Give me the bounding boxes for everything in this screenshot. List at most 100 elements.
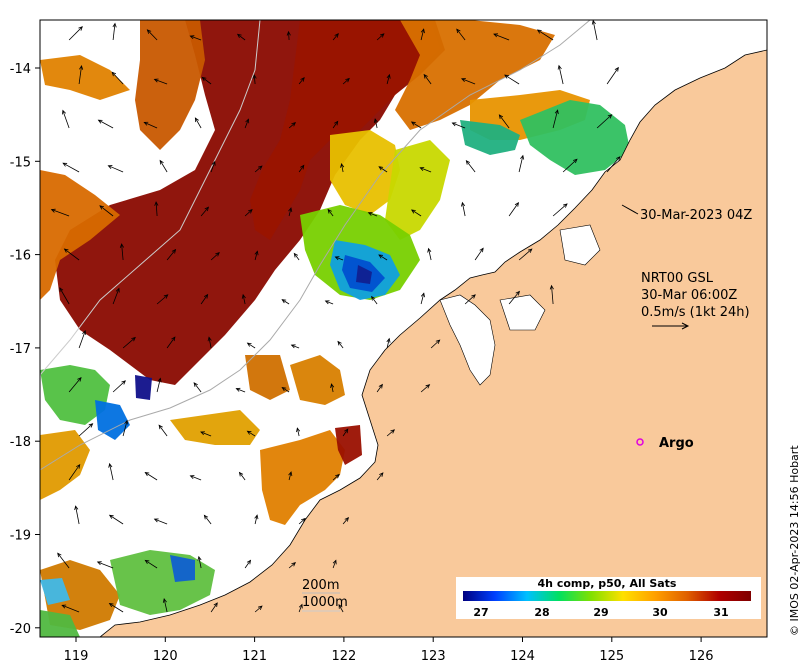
colorbar-label: 27 [473, 606, 488, 619]
current-arrow-head [88, 423, 94, 428]
current-arrow-head [291, 562, 296, 567]
current-scale-label: 0.5m/s (1kt 24h) [641, 305, 750, 320]
current-arrow-head [144, 472, 150, 477]
current-arrow-icon [461, 202, 466, 217]
current-arrow-head [201, 76, 207, 82]
sst-patch [95, 400, 130, 440]
sst-patch [40, 55, 130, 100]
longitude-axis: 119 120 121 122 123 124 125 126 [64, 637, 714, 664]
current-arrow-icon [244, 119, 249, 129]
lon-tick-label: 126 [689, 649, 714, 664]
current-arrow-icon [122, 337, 136, 349]
current-arrow-icon [466, 160, 476, 173]
current-arrow-icon [98, 119, 114, 129]
current-arrow-icon [371, 296, 378, 305]
current-arrow-head [78, 26, 83, 31]
current-arrow-head [334, 120, 339, 126]
current-arrow-icon [464, 294, 476, 305]
current-arrow-icon [62, 604, 80, 613]
current-arrow-icon [376, 384, 383, 393]
current-arrow-icon [68, 26, 83, 41]
current-arrow-icon [332, 121, 339, 129]
colorbar-label: 31 [713, 606, 728, 619]
current-arrow-head [171, 336, 176, 342]
current-arrow-icon [144, 122, 158, 129]
current-arrow-icon [158, 424, 168, 437]
current-arrow-head [107, 165, 113, 169]
current-arrow-icon [122, 420, 128, 437]
current-arrow-head [119, 243, 124, 248]
current-arrow-icon [244, 560, 251, 569]
current-arrow-icon [423, 74, 432, 85]
current-arrow-icon [281, 299, 290, 305]
current-arrow-icon [281, 387, 290, 393]
current-source-label: NRT00 GSL [641, 271, 714, 286]
current-arrow-head [379, 33, 385, 38]
current-arrow-head [159, 159, 164, 165]
current-arrow-icon [596, 114, 612, 129]
current-arrow-icon [293, 253, 300, 261]
current-arrow-icon [508, 202, 519, 217]
lat-tick-label: -18 [10, 435, 31, 450]
current-arrow-icon [155, 202, 158, 217]
lat-tick-label: -16 [10, 249, 31, 264]
sst-layer [40, 20, 630, 637]
current-arrow-icon [64, 248, 80, 261]
current-arrow-head [254, 514, 259, 520]
current-arrow-head [241, 293, 246, 299]
current-arrow-head [99, 205, 104, 210]
current-arrow-head [50, 208, 56, 213]
sst-patch [170, 555, 195, 582]
current-arrow-head [324, 300, 330, 305]
current-arrow-head [527, 248, 533, 253]
current-arrow-icon [200, 294, 208, 305]
current-arrow-head [144, 559, 150, 565]
current-arrow-head [189, 35, 195, 40]
current-arrow-icon [298, 165, 305, 173]
current-arrow-icon [592, 20, 598, 41]
current-arrow-icon [298, 77, 305, 85]
current-arrow-icon [288, 122, 296, 129]
bay-sea [559, 224, 601, 266]
current-arrow-icon [508, 291, 520, 305]
current-arrow-icon [62, 162, 80, 173]
colorbar-label: 28 [534, 606, 549, 619]
current-arrow-icon [154, 518, 168, 525]
current-arrow-head [386, 337, 391, 343]
current-arrow-icon [562, 159, 578, 173]
current-arrow-head [371, 295, 376, 301]
current-arrow-icon [452, 122, 466, 129]
current-arrow-head [254, 250, 259, 256]
current-arrow-head [246, 559, 252, 565]
current-arrow-icon [112, 23, 116, 41]
current-arrow-head [281, 299, 287, 304]
lat-tick-label: -15 [10, 155, 31, 170]
current-arrow-head [211, 160, 216, 166]
current-arrow-icon [537, 29, 554, 41]
current-arrow-head [373, 118, 378, 124]
plot-frame [39, 19, 768, 638]
current-arrow-icon [420, 293, 425, 305]
current-arrow-head [465, 160, 471, 165]
current-arrow-icon [288, 471, 292, 481]
current-arrow-head [378, 166, 384, 171]
current-arrow-head [515, 290, 520, 296]
current-arrow-icon [97, 561, 114, 569]
current-arrow-icon [342, 428, 349, 437]
lat-tick-label: -17 [10, 342, 31, 357]
current-arrow-head [238, 471, 244, 477]
current-arrow-head [153, 78, 159, 83]
current-arrow-head [420, 28, 425, 34]
current-arrow-head [82, 329, 87, 335]
current-arrow-head [340, 162, 345, 168]
current-arrow-icon [378, 254, 388, 261]
current-arrow-head [504, 74, 509, 79]
current-arrow-head [288, 207, 293, 213]
current-arrow-head [332, 559, 337, 565]
current-arrow-icon [518, 248, 533, 261]
current-arrow-head [236, 33, 242, 39]
sst-patch [40, 610, 80, 637]
current-arrow-icon [78, 330, 86, 349]
sst-patch [135, 20, 205, 150]
sst-patch [250, 20, 440, 240]
